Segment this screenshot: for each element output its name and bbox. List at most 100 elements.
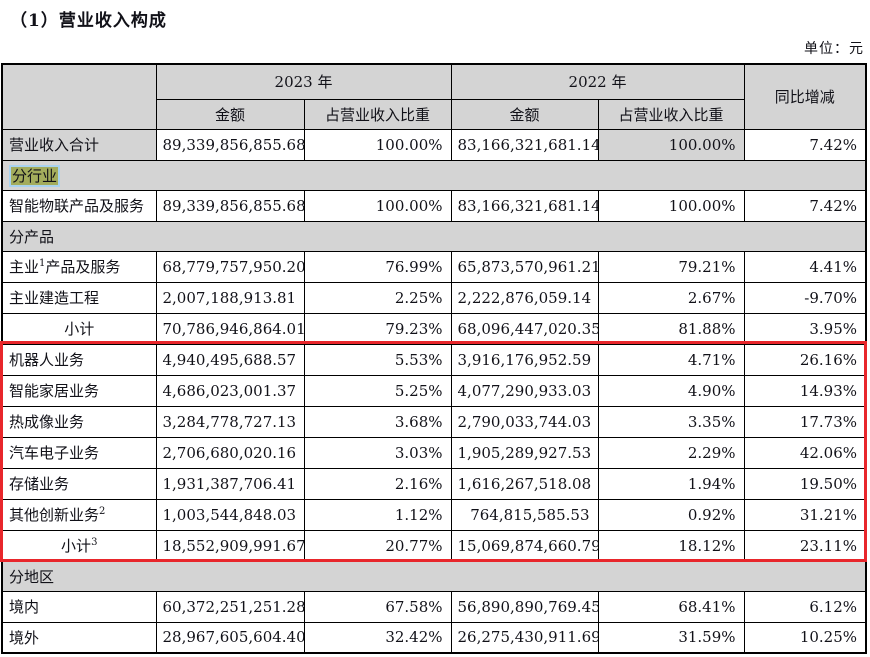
ratio-2023: 20.77% [303,529,452,562]
amount-2023: 18,552,909,991.67 [155,529,305,562]
table-row: 境外 28,967,605,604.40 32.42% 26,275,430,911.… [1,621,867,654]
ratio-2023: 3.68% [303,405,452,438]
amount-2023: 2,706,680,020.16 [155,436,305,469]
table-row: 小计 70,786,946,864.01 79.23% 68,096,447,020.… [1,312,867,345]
table-row: 存储业务 1,931,387,706.41 2.16% 1,616,267,518.0… [1,467,867,500]
table-row: 智能物联产品及服务 89,339,856,855.68 100.00% 83,166,… [1,189,867,222]
header-year-2022: 2022 年 [450,63,745,100]
table-body: 营业收入合计 89,339,856,855.68 100.00% 83,166,321… [1,128,867,654]
table-row: 营业收入合计 89,339,856,855.68 100.00% 83,166,321… [1,128,867,161]
ratio-2022: 100.00% [597,128,745,161]
table-row: 主业1产品及服务 68,779,757,950.20 76.99% 65,873,57… [1,250,867,283]
amount-2022: 68,096,447,020.35 [450,312,599,345]
amount-2022: 83,166,321,681.14 [450,189,599,222]
amount-2023: 3,284,778,727.13 [155,405,305,438]
table-row: 主业建造工程 2,007,188,913.81 2.25% 2,222,876,059… [1,281,867,314]
ratio-2022: 1.94% [597,467,745,500]
ratio-2022: 4.71% [597,343,745,376]
yoy-change: 6.12% [743,590,867,623]
yoy-change: 14.93% [743,374,867,407]
table-row: 汽车电子业务 2,706,680,020.16 3.03% 1,905,289,927… [1,436,867,469]
ratio-2023: 100.00% [303,189,452,222]
row-label: 汽车电子业务 [1,436,157,469]
row-label: 营业收入合计 [1,128,157,161]
amount-2022: 764,815,585.53 [450,498,599,531]
yoy-change: 42.06% [743,436,867,469]
amount-2022: 15,069,874,660.79 [450,529,599,562]
header-empty-cell [1,63,157,130]
amount-2023: 4,940,495,688.57 [155,343,305,376]
header-row-years: 2023 年 2022 年 同比增减 [1,63,867,130]
row-label: 小计 [1,312,157,345]
ratio-2022: 2.67% [597,281,745,314]
yoy-change: 4.41% [743,250,867,283]
yoy-change: 26.16% [743,343,867,376]
table-row: 热成像业务 3,284,778,727.13 3.68% 2,790,033,744.… [1,405,867,438]
amount-2023: 89,339,856,855.68 [155,189,305,222]
section-row: 分行业 [1,159,867,191]
ratio-2022: 68.41% [597,590,745,623]
table-row: 其他创新业务2 1,003,544,848.03 1.12% 764,815,585.… [1,498,867,531]
row-label: 机器人业务 [1,343,157,376]
amount-2022: 2,222,876,059.14 [450,281,599,314]
amount-2023: 68,779,757,950.20 [155,250,305,283]
revenue-composition-table: 2023 年 2022 年 同比增减 金额 占营业收入比重 金额 占营业收入比重… [1,63,868,654]
superscript: 3 [91,537,98,548]
ratio-2022: 79.21% [597,250,745,283]
row-label: 主业1产品及服务 [1,250,157,283]
ratio-2023: 79.23% [303,312,452,345]
amount-2023: 60,372,251,251.28 [155,590,305,623]
row-label: 小计3 [1,529,157,562]
yoy-change: 10.25% [743,621,867,654]
amount-2022: 2,790,033,744.03 [450,405,599,438]
ratio-2022: 81.88% [597,312,745,345]
amount-2022: 26,275,430,911.69 [450,621,599,654]
ratio-2023: 1.12% [303,498,452,531]
unit-label: 单位：元 [804,41,864,57]
header-ratio-2023: 占营业收入比重 [303,98,452,130]
amount-2022: 3,916,176,952.59 [450,343,599,376]
yoy-change: 23.11% [743,529,867,562]
row-label: 境内 [1,590,157,623]
table-row: 小计3 18,552,909,991.67 20.77% 15,069,874,660… [1,529,867,562]
header-amount-2022: 金额 [450,98,599,130]
ratio-2022: 4.90% [597,374,745,407]
yoy-change: 3.95% [743,312,867,345]
section-label: 分行业 [1,159,867,191]
header-ratio-2022: 占营业收入比重 [597,98,745,130]
table-row: 智能家居业务 4,686,023,001.37 5.25% 4,077,290,933… [1,374,867,407]
row-label: 主业建造工程 [1,281,157,314]
yoy-change: 31.21% [743,498,867,531]
page-title: （1）营业收入构成 [10,11,167,31]
yoy-change: 7.42% [743,128,867,161]
yoy-change: 17.73% [743,405,867,438]
ratio-2023: 3.03% [303,436,452,469]
amount-2023: 1,003,544,848.03 [155,498,305,531]
ratio-2022: 3.35% [597,405,745,438]
row-label: 热成像业务 [1,405,157,438]
amount-2022: 4,077,290,933.03 [450,374,599,407]
ratio-2023: 2.16% [303,467,452,500]
section-label: 分产品 [1,220,867,252]
ratio-2023: 67.58% [303,590,452,623]
section-row: 分产品 [1,220,867,252]
row-label: 智能物联产品及服务 [1,189,157,222]
row-label: 境外 [1,621,157,654]
amount-2023: 1,931,387,706.41 [155,467,305,500]
header-row-measures: 金额 占营业收入比重 金额 占营业收入比重 [2,98,866,130]
ratio-2023: 5.53% [303,343,452,376]
header-year-2023: 2023 年 [155,63,452,100]
section-label: 分地区 [1,560,867,592]
header-amount-2023: 金额 [155,98,305,130]
ratio-2022: 2.29% [597,436,745,469]
ratio-2023: 5.25% [303,374,452,407]
ratio-2022: 18.12% [597,529,745,562]
highlighted-text: 分行业 [9,164,61,187]
ratio-2023: 100.00% [303,128,452,161]
amount-2022: 65,873,570,961.21 [450,250,599,283]
ratio-2022: 31.59% [597,621,745,654]
amount-2023: 89,339,856,855.68 [155,128,305,161]
amount-2023: 28,967,605,604.40 [155,621,305,654]
table-row: 境内 60,372,251,251.28 67.58% 56,890,890,769.… [1,590,867,623]
